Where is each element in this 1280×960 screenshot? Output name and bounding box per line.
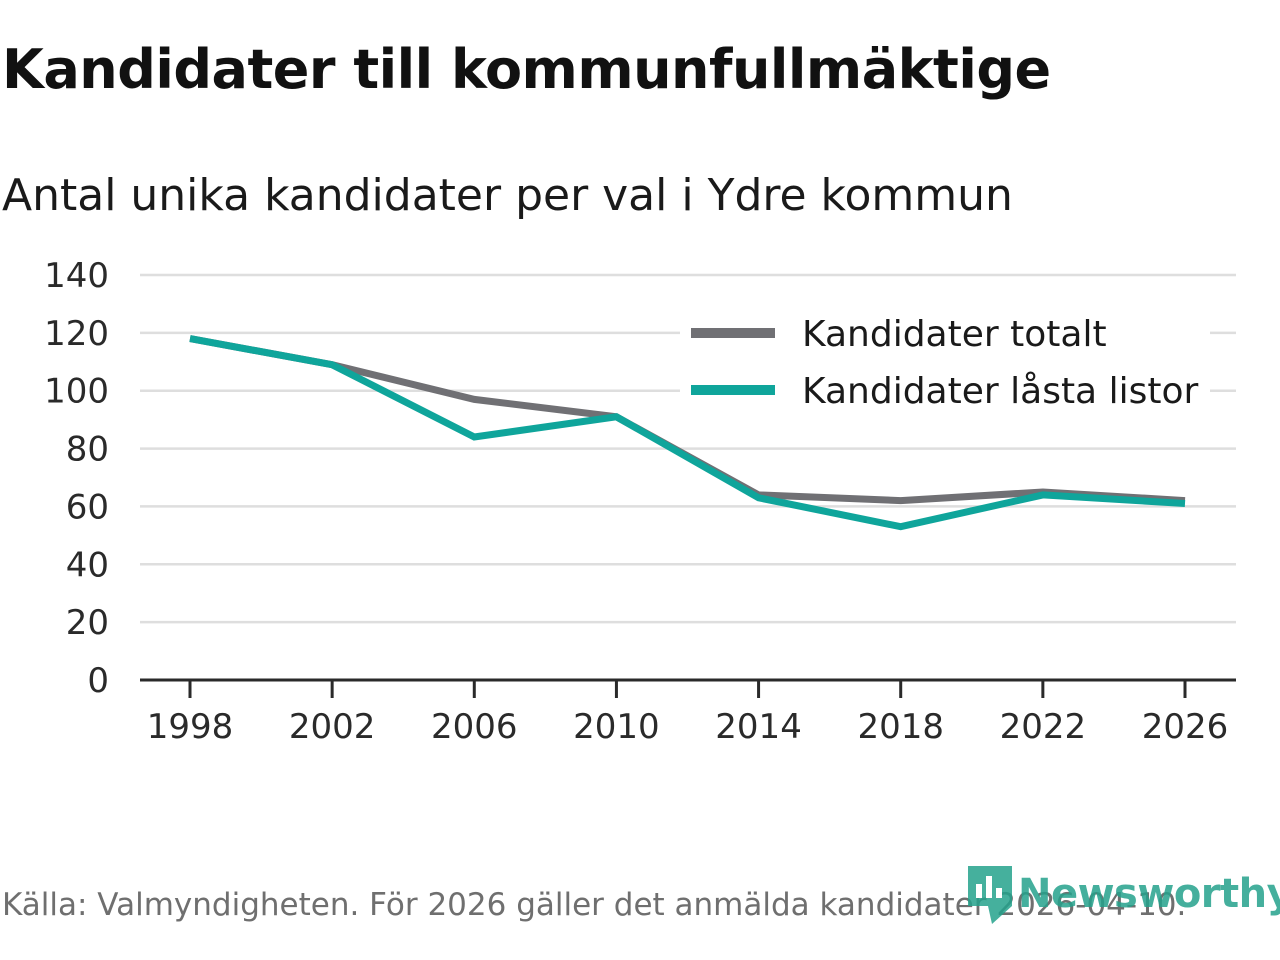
newsworthy-logo-icon xyxy=(968,866,1012,924)
series-lines xyxy=(189,335,1186,531)
y-tick-label: 140 xyxy=(44,256,109,296)
chart-subtitle: Antal unika kandidater per val i Ydre ko… xyxy=(2,170,1013,221)
legend-label: Kandidater totalt xyxy=(802,314,1107,355)
y-tick-label: 80 xyxy=(66,430,109,470)
legend-label: Kandidater låsta listor xyxy=(802,371,1198,412)
x-tick-label: 2006 xyxy=(431,707,518,747)
y-tick-label: 120 xyxy=(44,314,109,354)
y-tick-label: 100 xyxy=(44,372,109,412)
series-line-kandidater-lasta-listor xyxy=(189,335,1186,531)
legend-background xyxy=(680,304,1210,418)
chart-title: Kandidater till kommunfullmäktige xyxy=(2,38,1051,101)
x-tick-label: 2002 xyxy=(289,707,376,747)
y-tick-label: 20 xyxy=(66,603,109,643)
x-tick-label: 1998 xyxy=(147,707,234,747)
x-tick-label: 2010 xyxy=(573,707,660,747)
y-tick-label: 0 xyxy=(87,661,109,701)
y-tick-label: 40 xyxy=(66,545,109,585)
brand-name: Newsworthy xyxy=(1018,871,1280,917)
x-tick-label: 2022 xyxy=(1000,707,1087,747)
x-tick-label: 2014 xyxy=(715,707,802,747)
y-tick-label: 60 xyxy=(66,487,109,527)
axes: 0 20 40 60 80 100 120 140 1998 2002 2006 2010 2014 20… xyxy=(44,256,1236,747)
x-tick-label: 2026 xyxy=(1142,707,1229,747)
brand-logo: Newsworthy xyxy=(966,862,1280,926)
legend: Kandidater totalt Kandidater låsta listor xyxy=(680,304,1210,418)
x-tick-label: 2018 xyxy=(857,707,944,747)
